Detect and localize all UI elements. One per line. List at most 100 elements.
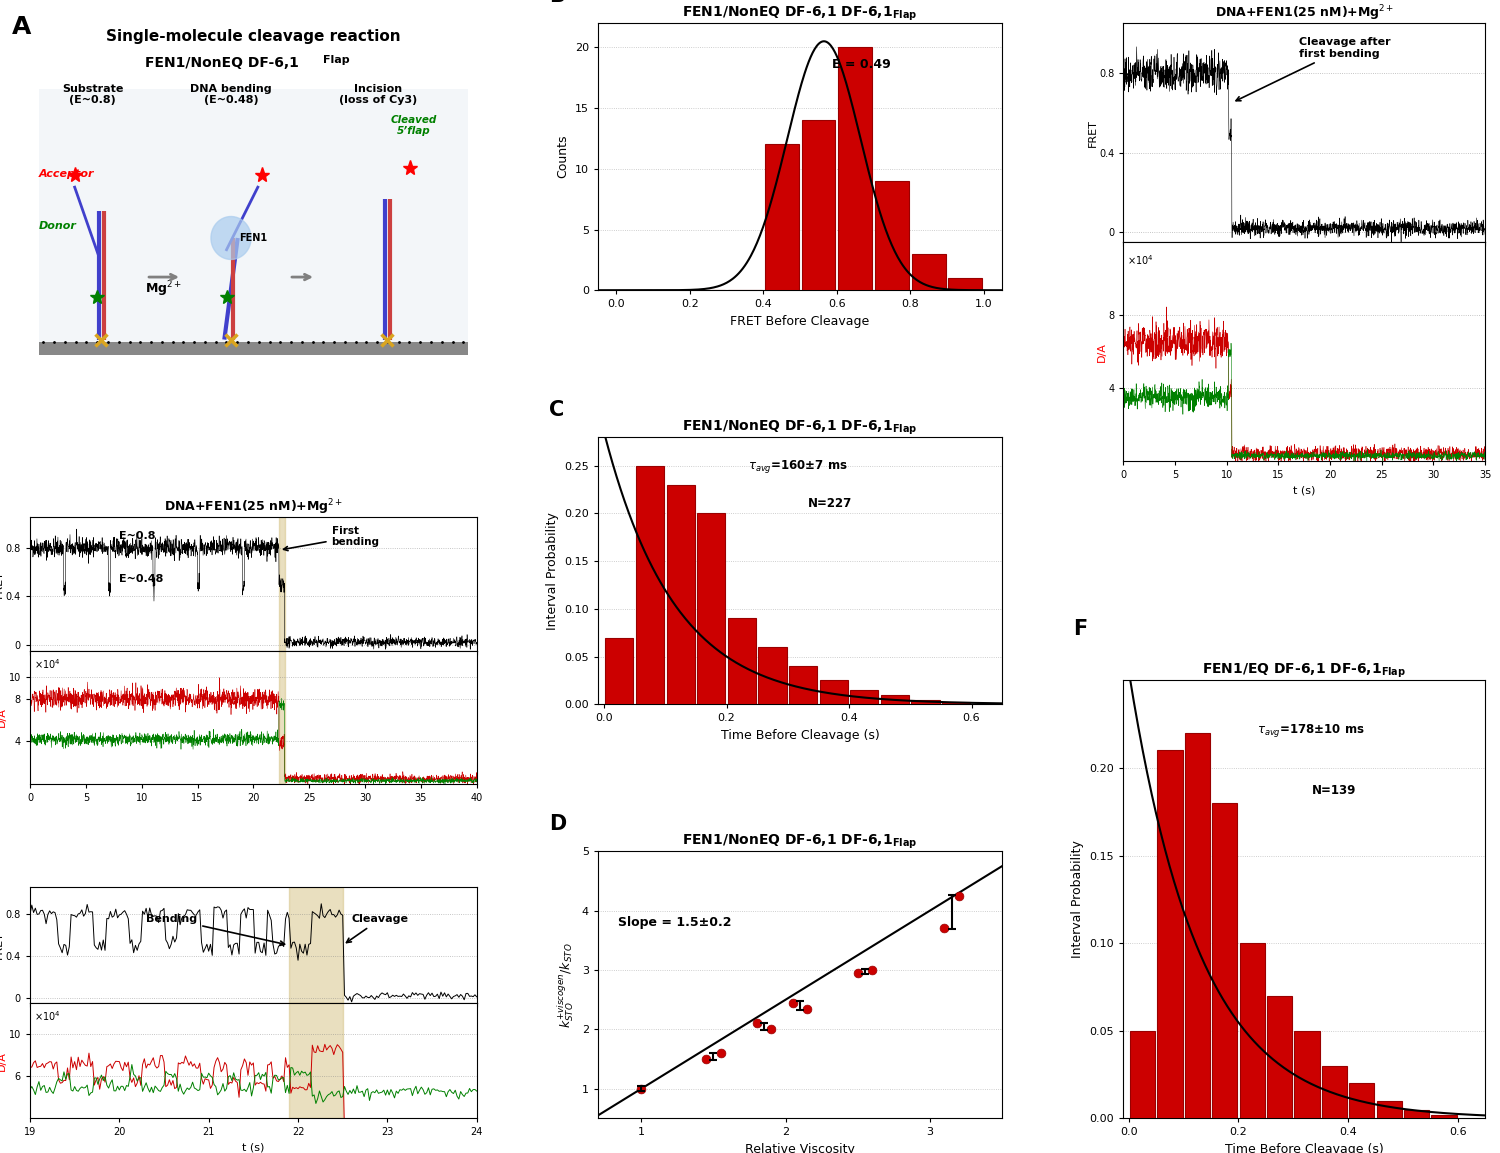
Bar: [698, 513, 726, 704]
Text: E = 0.49: E = 0.49: [833, 59, 891, 71]
Text: A: A: [12, 15, 32, 39]
Y-axis label: Counts: Counts: [556, 135, 570, 179]
Bar: [279, 518, 285, 650]
Bar: [1239, 943, 1264, 1118]
Point: [795, 1000, 819, 1018]
Point: [933, 919, 957, 937]
Y-axis label: Interval Probability: Interval Probability: [546, 512, 558, 630]
Text: E~0.8: E~0.8: [120, 532, 156, 541]
Text: N=139: N=139: [1311, 784, 1356, 797]
Bar: [279, 650, 285, 784]
Text: Slope = 1.5±0.2: Slope = 1.5±0.2: [618, 915, 732, 929]
Bar: [606, 638, 633, 704]
FancyBboxPatch shape: [39, 90, 468, 355]
Bar: [948, 278, 982, 291]
Bar: [290, 888, 342, 1003]
Point: [946, 887, 970, 905]
Text: First
bending: First bending: [284, 526, 380, 551]
Y-axis label: FRET: FRET: [0, 932, 4, 959]
Y-axis label: D/A: D/A: [1096, 341, 1107, 362]
Point: [759, 1020, 783, 1039]
Text: Acceptor: Acceptor: [39, 168, 94, 179]
Text: DNA bending
(E~0.48): DNA bending (E~0.48): [190, 84, 272, 105]
Point: [782, 994, 806, 1012]
Bar: [759, 647, 786, 704]
Bar: [874, 181, 909, 291]
Text: Mg$^{2+}$: Mg$^{2+}$: [146, 279, 183, 299]
Bar: [1404, 1109, 1429, 1118]
Bar: [728, 618, 756, 704]
Y-axis label: FRET: FRET: [1088, 119, 1098, 146]
Bar: [789, 666, 818, 704]
Text: FEN1/NonEQ DF-6,1: FEN1/NonEQ DF-6,1: [146, 56, 298, 70]
Text: Cleavage after
first bending: Cleavage after first bending: [1236, 37, 1391, 100]
Text: Cleavage: Cleavage: [346, 914, 408, 942]
Title: FEN1/EQ DF-6,1 DF-6,1$_{\mathbf{Flap}}$
DNA+FEN1(25 nM)+Mg$^{2+}$: FEN1/EQ DF-6,1 DF-6,1$_{\mathbf{Flap}}$ …: [1212, 0, 1396, 23]
Bar: [1348, 1084, 1374, 1118]
Text: Incision
(loss of Cy3): Incision (loss of Cy3): [339, 84, 417, 105]
Polygon shape: [211, 217, 250, 259]
Text: Donor: Donor: [39, 221, 76, 232]
Text: Bending: Bending: [146, 914, 285, 945]
Point: [630, 1079, 654, 1098]
Title: FEN1/NonEQ DF-6,1 DF-6,1$_{\mathbf{Flap}}$: FEN1/NonEQ DF-6,1 DF-6,1$_{\mathbf{Flap}…: [682, 419, 918, 437]
Text: Flap: Flap: [322, 55, 350, 65]
Text: $\times$10$^4$: $\times$10$^4$: [34, 657, 62, 671]
Bar: [765, 144, 798, 291]
Bar: [39, 341, 468, 355]
X-axis label: t (s): t (s): [1293, 485, 1316, 496]
Point: [708, 1043, 732, 1062]
Y-axis label: D/A: D/A: [0, 707, 8, 728]
Bar: [1268, 996, 1292, 1118]
Bar: [1185, 733, 1210, 1118]
Title: FEN1/NonEQ DF-6,1 DF-6,1$_{\mathbf{Flap}}$: FEN1/NonEQ DF-6,1 DF-6,1$_{\mathbf{Flap}…: [682, 5, 918, 23]
Text: FEN1: FEN1: [240, 233, 267, 243]
Point: [859, 960, 883, 979]
Bar: [1130, 1031, 1155, 1118]
Bar: [1212, 802, 1237, 1118]
Text: $\tau_{avg}$=160±7 ms: $\tau_{avg}$=160±7 ms: [747, 458, 847, 475]
Text: D: D: [549, 814, 567, 834]
Bar: [819, 680, 848, 704]
Title: FEN1/NonEQ DF-6,1 DF-6,1$_{\mathbf{Flap}}$: FEN1/NonEQ DF-6,1 DF-6,1$_{\mathbf{Flap}…: [682, 832, 918, 851]
Point: [694, 1050, 718, 1069]
Text: $\times$10$^4$: $\times$10$^4$: [1126, 254, 1154, 266]
Text: F: F: [1072, 619, 1088, 639]
X-axis label: Time Before Cleavage (s): Time Before Cleavage (s): [1226, 1143, 1383, 1153]
Text: B: B: [549, 0, 566, 6]
Bar: [1322, 1065, 1347, 1118]
Bar: [801, 120, 836, 291]
Bar: [880, 695, 909, 704]
Bar: [1158, 751, 1182, 1118]
Bar: [850, 689, 879, 704]
Bar: [636, 466, 664, 704]
Text: Cleaved
5’flap: Cleaved 5’flap: [392, 115, 438, 136]
Y-axis label: FRET: FRET: [0, 570, 4, 598]
Bar: [912, 700, 939, 704]
Bar: [1431, 1115, 1456, 1118]
Text: Substrate
(E~0.8): Substrate (E~0.8): [62, 84, 123, 105]
Text: E~0.48: E~0.48: [120, 574, 164, 583]
Y-axis label: Interval Probability: Interval Probability: [1071, 841, 1084, 958]
X-axis label: Relative Viscosity: Relative Viscosity: [746, 1143, 855, 1153]
Y-axis label: $k_{STO}^{+viscogen}/k_{STO}$: $k_{STO}^{+viscogen}/k_{STO}$: [555, 942, 576, 1027]
X-axis label: FRET Before Cleavage: FRET Before Cleavage: [730, 315, 870, 327]
Text: N=227: N=227: [808, 497, 852, 510]
Bar: [942, 702, 970, 704]
Text: $\times$10$^4$: $\times$10$^4$: [34, 1009, 62, 1023]
Title: FEN1/EQ DF-6,1 DF-6,1$_{\mathbf{Flap}}$: FEN1/EQ DF-6,1 DF-6,1$_{\mathbf{Flap}}$: [1202, 662, 1407, 680]
Point: [846, 964, 870, 982]
Bar: [1377, 1101, 1401, 1118]
Point: [744, 1015, 768, 1033]
Bar: [912, 254, 945, 291]
Bar: [1294, 1031, 1320, 1118]
Text: C: C: [549, 400, 564, 420]
Bar: [839, 47, 872, 291]
Text: $\tau_{avg}$=178±10 ms: $\tau_{avg}$=178±10 ms: [1257, 722, 1365, 739]
Bar: [290, 1003, 342, 1118]
Title: DNA+FEN1(25 nM)+Mg$^{2+}$: DNA+FEN1(25 nM)+Mg$^{2+}$: [164, 498, 344, 518]
Y-axis label: D/A: D/A: [0, 1050, 8, 1071]
X-axis label: Time Before Cleavage (s): Time Before Cleavage (s): [720, 729, 879, 741]
X-axis label: t (s): t (s): [242, 1143, 264, 1153]
Text: Single-molecule cleavage reaction: Single-molecule cleavage reaction: [106, 29, 400, 44]
